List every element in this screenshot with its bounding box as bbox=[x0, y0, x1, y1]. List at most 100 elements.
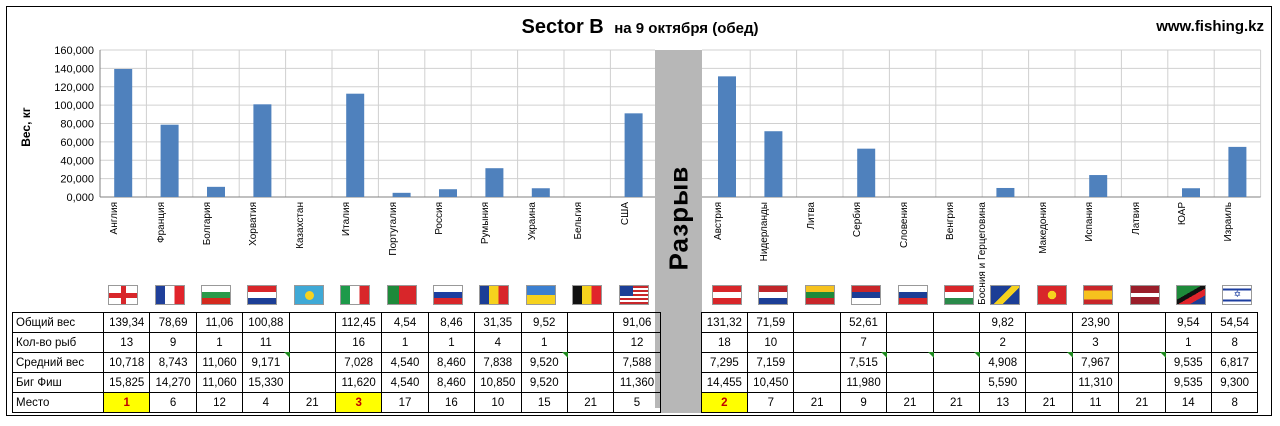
table-cell bbox=[932, 312, 981, 333]
flag-slovenia-icon bbox=[897, 285, 928, 305]
table-cell bbox=[932, 352, 981, 373]
table-cell: 9 bbox=[839, 392, 888, 413]
table-cell: 21 bbox=[288, 392, 336, 413]
y-tick-label: 160,000 bbox=[54, 45, 94, 57]
flag-croatia-icon bbox=[247, 285, 278, 305]
flag-hungary-icon bbox=[944, 285, 974, 305]
flag-israel-icon: ✡ bbox=[1222, 285, 1253, 305]
row-label: Общий вес bbox=[12, 312, 104, 333]
table-cell: 7 bbox=[747, 392, 795, 413]
table-cell: 23,90 bbox=[1071, 312, 1120, 333]
bar bbox=[485, 168, 504, 197]
bar bbox=[207, 186, 225, 197]
table-cell bbox=[932, 372, 981, 393]
table-cell: 8,46 bbox=[427, 312, 476, 333]
table-cell: 9,520 bbox=[520, 372, 568, 393]
table-cell: 13 bbox=[102, 332, 151, 353]
table-row: Биг Фиш 15,825 14,270 11,060 15,330 11,620 4,5… bbox=[12, 372, 1259, 393]
table-cell bbox=[886, 352, 935, 373]
table-cell: 7 bbox=[839, 332, 888, 353]
y-tick-label: 40,000 bbox=[60, 155, 94, 167]
table-cell: 7,838 bbox=[474, 352, 522, 373]
flag-latvia-icon bbox=[1129, 285, 1160, 305]
flag-england-icon bbox=[108, 285, 139, 305]
table-cell: 9,535 bbox=[1164, 372, 1212, 393]
table-cell: 52,61 bbox=[839, 312, 888, 333]
table-cell: 14,455 bbox=[700, 372, 749, 393]
table-cell: 11,360 bbox=[613, 372, 661, 393]
table-cell: 9 bbox=[149, 332, 197, 353]
table-cell bbox=[1025, 332, 1073, 353]
table-cell bbox=[288, 332, 336, 353]
table-cell: 21 bbox=[793, 392, 841, 413]
table-cell: 15,330 bbox=[242, 372, 290, 393]
table-cell bbox=[793, 312, 841, 333]
table-cell: 7,967 bbox=[1071, 352, 1120, 373]
table-row: Средний вес 10,718 8,743 11,060 9,171 7,028 4,… bbox=[12, 352, 1259, 373]
table-cell: 78,69 bbox=[149, 312, 197, 333]
table-cell bbox=[1118, 352, 1167, 373]
table-cell: 5,590 bbox=[979, 372, 1027, 393]
y-tick-label: 120,000 bbox=[54, 82, 94, 94]
table-cell: 11,060 bbox=[195, 352, 244, 373]
table-cell: 9,535 bbox=[1164, 352, 1212, 373]
table-cell: 21 bbox=[566, 392, 615, 413]
table-cell: 9,171 bbox=[242, 352, 291, 373]
table-cell: 1 bbox=[1164, 332, 1212, 353]
table-cell: 7,588 bbox=[613, 352, 661, 373]
y-tick-label: 140,000 bbox=[54, 63, 94, 75]
chart-title: Sector B bbox=[521, 16, 604, 38]
bar bbox=[1089, 175, 1108, 197]
table-cell: 15,825 bbox=[102, 372, 151, 393]
y-tick-label: 20,000 bbox=[60, 174, 94, 186]
table-cell: 7,159 bbox=[747, 352, 795, 373]
table-cell: 8 bbox=[1210, 392, 1259, 413]
y-tick-label: 100,000 bbox=[54, 100, 94, 112]
table-cell: 4 bbox=[242, 392, 290, 413]
table-cell: 9,520 bbox=[520, 352, 569, 373]
table-cell bbox=[566, 332, 615, 353]
table-cell: 8,460 bbox=[427, 372, 476, 393]
flag-macedonia-icon bbox=[1036, 285, 1067, 305]
table-cell: 131,32 bbox=[700, 312, 749, 333]
row-label: Биг Фиш bbox=[12, 372, 104, 393]
table-cell: 91,06 bbox=[613, 312, 661, 333]
table-cell: 1 bbox=[520, 332, 568, 353]
table-cell bbox=[566, 312, 615, 333]
bar bbox=[346, 93, 365, 197]
row-label: Место bbox=[12, 392, 104, 413]
table-cell bbox=[1025, 352, 1074, 373]
bar bbox=[392, 192, 411, 197]
flag-bosnia-icon bbox=[990, 285, 1021, 305]
flag-russia-icon bbox=[433, 285, 463, 305]
results-table: Общий вес 139,34 78,69 11,06 100,88 112,45 4,5… bbox=[12, 312, 1259, 413]
bar bbox=[160, 124, 179, 197]
flag-bulgaria-icon bbox=[201, 285, 231, 305]
table-cell: 4 bbox=[474, 332, 522, 353]
table-cell: 4,540 bbox=[381, 372, 429, 393]
table-cell: 112,45 bbox=[334, 312, 383, 333]
table-cell bbox=[288, 312, 336, 333]
table-cell: 21 bbox=[932, 392, 981, 413]
table-cell: 12 bbox=[195, 392, 244, 413]
site-url: www.fishing.kz bbox=[1156, 18, 1264, 35]
table-cell bbox=[932, 332, 981, 353]
table-cell bbox=[793, 352, 841, 373]
bar bbox=[253, 104, 272, 197]
table-cell: 9,82 bbox=[979, 312, 1027, 333]
table-cell: 1 bbox=[427, 332, 476, 353]
flag-portugal-icon bbox=[386, 285, 417, 305]
table-cell bbox=[566, 372, 615, 393]
table-cell: 6,817 bbox=[1210, 352, 1259, 373]
table-cell: 8,460 bbox=[427, 352, 476, 373]
table-cell bbox=[1118, 332, 1166, 353]
table-cell: 6 bbox=[149, 392, 197, 413]
table-cell bbox=[288, 352, 336, 373]
table-cell bbox=[1118, 372, 1166, 393]
flag-romania-icon bbox=[479, 285, 510, 305]
table-cell: 16 bbox=[334, 332, 383, 353]
table-cell: 14,270 bbox=[149, 372, 197, 393]
table-cell: 11,310 bbox=[1071, 372, 1120, 393]
table-cell: 1 bbox=[381, 332, 429, 353]
table-cell bbox=[1025, 372, 1073, 393]
